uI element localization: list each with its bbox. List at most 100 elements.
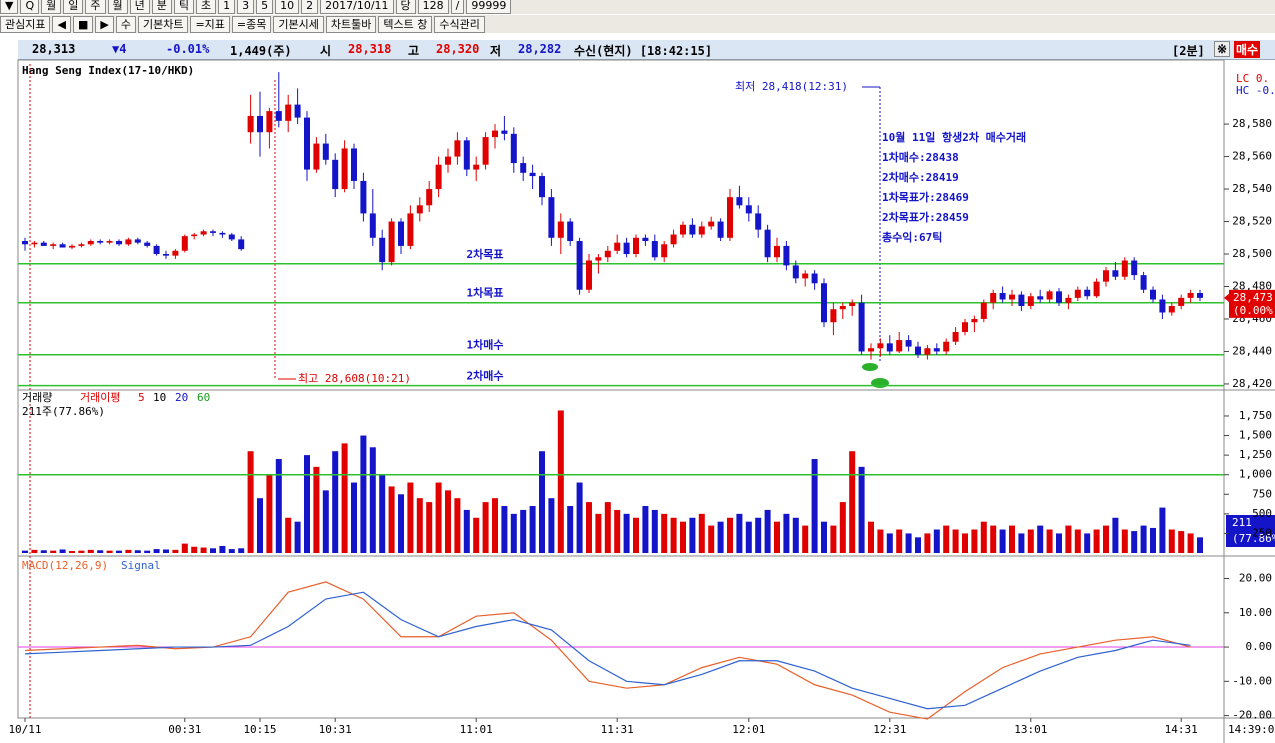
candle-body [886,343,893,352]
volume-bar [482,502,489,553]
volume-bar [294,521,301,553]
volume-bar [501,506,508,553]
volume-bar [821,521,827,553]
toolbar-button[interactable]: 99999 [466,0,512,14]
toolbar-button[interactable]: 기본시세 [273,15,324,33]
volume-bar [642,506,649,553]
toolbar-button[interactable]: 관심지표 [0,15,51,33]
volume-bar [50,550,57,553]
volume-bar [445,490,451,553]
volume-bar [896,529,903,553]
candle-body [990,292,997,303]
toolbar-button[interactable]: 당 [395,0,416,14]
candle-body [191,234,198,237]
toolbar-button[interactable]: 수식관리 [434,15,485,33]
toolbar-button[interactable]: 기본차트 [137,15,189,33]
x-end-label: 14:39:0 [1228,723,1274,736]
candle-body [520,163,527,173]
level-label: 2차매수 [467,369,504,383]
toolbar-button[interactable]: 10 [275,0,300,14]
toolbar-button[interactable]: 주 [85,0,106,14]
toolbar-button[interactable]: 1 [218,0,236,14]
y-tick-label: 28,540 [1232,182,1272,195]
toolbar-button[interactable]: 일 [63,0,84,14]
volume-bar [134,550,141,553]
low-note: 최저 28,418(12:31) [735,80,848,93]
candle-body [783,245,790,266]
toolbar-button[interactable]: Q [20,0,40,14]
volume-bar [698,513,705,553]
toolbar-button[interactable]: 2017/10/11 [320,0,394,14]
candle-body [473,164,480,170]
toolbar-button[interactable]: / [450,0,465,14]
volume-ma-period: 20 [175,391,188,404]
toolbar-button[interactable]: 텍스트 창 [378,15,433,33]
toolbar-button[interactable]: 월 [107,0,128,14]
toolbar-button[interactable]: 분 [151,0,172,14]
candle-body [341,148,348,190]
toolbar-button[interactable]: 월 [41,0,62,14]
toolbar-button[interactable]: ▶ [95,15,114,33]
volume-bar [670,517,677,553]
candle-body [1131,260,1138,276]
candle-body [651,241,658,258]
volume-bar [87,549,94,553]
buy-marker [871,378,889,388]
volume-bar [463,509,470,553]
high-label: 고 [408,44,420,58]
volume-bar [407,482,414,553]
volume-bar [40,550,47,553]
volume-bar [473,517,480,553]
candle-body [304,117,310,170]
volume-bar [69,551,75,553]
toolbar-button[interactable]: 틱 [173,0,195,14]
volume-bar [567,506,574,553]
toolbar-button[interactable]: 128 [417,0,449,14]
y-tick-label: 28,480 [1232,279,1272,292]
toolbar-button[interactable]: 초 [196,0,217,14]
volume-bar [97,550,104,553]
toolbar-button[interactable]: ■ [72,15,94,33]
toolbar-button[interactable]: 수 [115,15,136,33]
y-tick-label: 1,250 [1239,448,1272,461]
candle-body [78,244,85,246]
y-tick-label: 28,520 [1232,215,1272,228]
volume-bar [200,547,207,553]
volume-bar [1056,533,1062,553]
toolbar-button[interactable]: =지표 [190,15,230,33]
candle-body [1093,281,1100,297]
volume-bar [576,482,583,553]
volume-summary: 211주(77.86%) [22,405,105,418]
candle-body [736,197,743,206]
toolbar-button[interactable]: ▼ [0,0,19,14]
candle-body [661,244,668,258]
toolbar-button[interactable]: 5 [256,0,274,14]
volume-bar [219,545,226,553]
toolbar-button[interactable]: 2 [301,0,319,14]
volume-bar [783,513,790,553]
candle-body [210,231,216,233]
volume-bar [172,549,179,553]
level-label: 1차목표 [467,286,504,300]
candle-body [557,221,564,238]
icon[interactable]: ※ [1214,41,1231,57]
order-button[interactable]: 매수 [1234,41,1261,58]
y-tick-label: 10.00 [1239,606,1272,619]
toolbar-button[interactable]: =종목 [231,15,272,33]
volume-bar [1009,525,1015,553]
candle-body [924,348,931,355]
toolbar-button[interactable]: ◀ [52,15,71,33]
volume-bar [774,521,780,553]
volume-bar [717,521,724,553]
candle-body [792,265,799,279]
toolbar-button[interactable]: 차트툴바 [325,15,377,33]
candle-body [962,322,968,332]
volume-bar [426,502,433,553]
volume-bar [905,533,912,553]
toolbar-button[interactable]: 3 [237,0,255,14]
toolbar-button[interactable]: 년 [129,0,150,14]
memo-line: 10월 11일 항생2차 매수거래 [882,130,1026,144]
candle-body [999,292,1006,300]
volume-bar [811,459,818,553]
